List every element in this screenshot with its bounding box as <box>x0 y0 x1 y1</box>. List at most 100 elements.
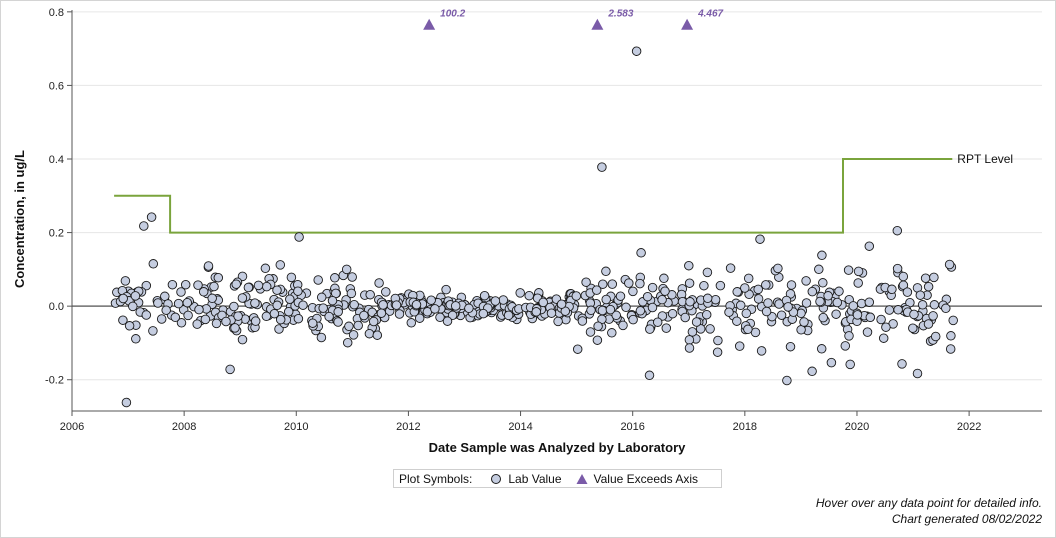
data-point[interactable] <box>498 295 509 305</box>
data-point[interactable] <box>685 297 695 307</box>
data-point[interactable] <box>381 287 391 297</box>
data-point[interactable] <box>490 296 501 306</box>
data-point[interactable] <box>209 281 219 292</box>
data-point[interactable] <box>657 311 668 321</box>
data-point[interactable] <box>712 347 723 357</box>
data-point[interactable] <box>213 272 224 283</box>
data-point[interactable] <box>130 291 141 301</box>
data-point[interactable] <box>341 264 352 275</box>
data-point[interactable] <box>275 260 286 270</box>
data-point[interactable] <box>347 272 357 282</box>
data-point[interactable] <box>349 299 359 310</box>
data-point[interactable] <box>763 298 773 308</box>
data-point[interactable] <box>176 318 187 328</box>
data-point[interactable] <box>156 314 167 324</box>
data-point[interactable] <box>705 324 715 334</box>
data-point[interactable] <box>261 281 272 292</box>
data-point[interactable] <box>684 260 694 271</box>
data-point[interactable] <box>801 276 811 286</box>
data-point[interactable] <box>531 307 542 317</box>
data-point[interactable] <box>442 316 453 326</box>
data-point[interactable] <box>618 320 628 331</box>
data-point[interactable] <box>479 290 490 301</box>
data-point[interactable] <box>652 317 663 327</box>
data-point[interactable] <box>920 273 931 283</box>
data-point[interactable] <box>243 282 254 293</box>
data-point[interactable] <box>272 300 282 311</box>
data-point[interactable] <box>761 280 771 290</box>
data-point[interactable] <box>713 335 723 346</box>
data-point[interactable] <box>211 318 222 329</box>
data-point[interactable] <box>897 359 907 369</box>
data-point[interactable] <box>923 281 934 292</box>
data-point[interactable] <box>702 267 713 278</box>
data-point[interactable] <box>818 278 828 288</box>
data-point[interactable] <box>593 321 603 331</box>
data-point[interactable] <box>878 333 889 343</box>
data-point[interactable] <box>734 341 745 351</box>
data-point[interactable] <box>333 317 343 327</box>
data-point[interactable] <box>203 261 214 271</box>
exceeds-axis-marker[interactable] <box>423 18 436 30</box>
data-point[interactable] <box>183 310 193 321</box>
data-point[interactable] <box>170 312 181 323</box>
data-point[interactable] <box>607 328 617 338</box>
data-point[interactable] <box>945 344 956 354</box>
data-point[interactable] <box>141 310 152 320</box>
data-point[interactable] <box>318 303 328 313</box>
data-point[interactable] <box>699 280 709 291</box>
data-point[interactable] <box>207 293 217 304</box>
data-point[interactable] <box>667 308 678 319</box>
data-point[interactable] <box>359 310 369 321</box>
data-point[interactable] <box>182 297 193 308</box>
data-point[interactable] <box>556 299 567 309</box>
data-point[interactable] <box>194 304 204 315</box>
data-point[interactable] <box>124 321 135 331</box>
data-point[interactable] <box>657 294 667 305</box>
data-point[interactable] <box>929 272 939 283</box>
data-point[interactable] <box>250 298 260 308</box>
data-point[interactable] <box>285 294 295 304</box>
data-point[interactable] <box>691 317 702 327</box>
data-point[interactable] <box>378 300 388 310</box>
data-point[interactable] <box>327 295 338 306</box>
data-point[interactable] <box>917 300 928 310</box>
data-point[interactable] <box>316 292 327 303</box>
data-point[interactable] <box>121 397 132 408</box>
data-point[interactable] <box>597 162 607 172</box>
data-point[interactable] <box>148 326 158 336</box>
data-point[interactable] <box>592 335 603 345</box>
data-point[interactable] <box>200 314 211 325</box>
data-point[interactable] <box>831 309 841 319</box>
data-point[interactable] <box>786 280 797 290</box>
data-point[interactable] <box>376 308 387 318</box>
data-point[interactable] <box>735 300 746 311</box>
data-point[interactable] <box>864 241 875 251</box>
data-point[interactable] <box>601 266 611 277</box>
data-point[interactable] <box>118 293 128 304</box>
data-point[interactable] <box>426 295 436 305</box>
data-point[interactable] <box>120 276 131 286</box>
data-point[interactable] <box>743 273 754 284</box>
data-point[interactable] <box>647 302 658 313</box>
data-point[interactable] <box>192 319 202 329</box>
data-point[interactable] <box>845 359 855 370</box>
data-point[interactable] <box>898 271 909 282</box>
data-point[interactable] <box>176 287 186 297</box>
data-point[interactable] <box>464 303 474 314</box>
data-point[interactable] <box>624 278 634 288</box>
data-point[interactable] <box>852 310 863 320</box>
data-point[interactable] <box>826 357 837 368</box>
data-point[interactable] <box>139 221 149 231</box>
data-point[interactable] <box>807 366 817 377</box>
data-point[interactable] <box>773 263 783 274</box>
data-point[interactable] <box>647 282 658 293</box>
data-point[interactable] <box>642 291 653 302</box>
data-point[interactable] <box>447 310 458 321</box>
data-point[interactable] <box>180 279 191 290</box>
data-point[interactable] <box>644 370 655 381</box>
data-point[interactable] <box>253 280 264 291</box>
data-point[interactable] <box>816 344 827 354</box>
data-point[interactable] <box>515 288 525 298</box>
data-point[interactable] <box>391 300 402 310</box>
